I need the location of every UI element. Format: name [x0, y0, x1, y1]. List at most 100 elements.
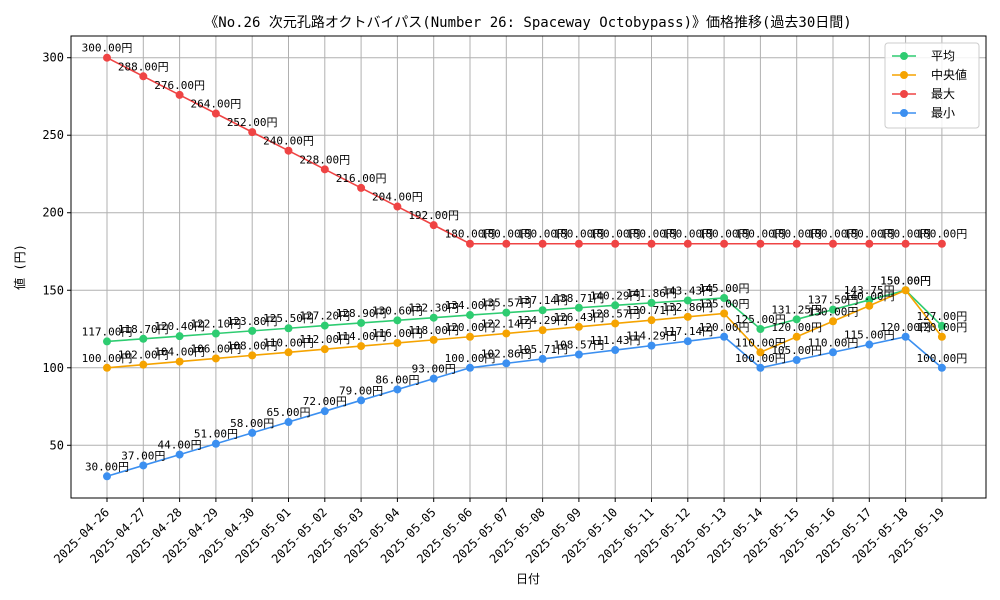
data-point — [429, 221, 438, 230]
data-label: 120.00円 — [771, 321, 822, 334]
data-point — [139, 72, 148, 81]
data-point — [792, 315, 801, 324]
data-label: 132.86円 — [662, 301, 713, 314]
data-point — [937, 321, 946, 330]
data-point — [211, 354, 220, 363]
data-point — [103, 337, 111, 346]
data-label: 110.00円 — [263, 336, 314, 349]
data-point — [611, 319, 620, 328]
data-point — [574, 350, 583, 359]
data-label: 112.00円 — [299, 333, 350, 346]
data-label: 123.80円 — [227, 315, 278, 328]
data-label: 37.00円 — [121, 449, 165, 462]
data-label: 108.57円 — [554, 338, 605, 351]
series-lines — [103, 53, 946, 481]
data-label: 65.00円 — [266, 406, 310, 419]
data-label: 120.00円 — [445, 321, 496, 334]
data-label: 93.00円 — [412, 363, 456, 376]
data-label: 125.50円 — [263, 312, 314, 325]
data-point — [103, 53, 111, 62]
data-label: 132.30円 — [408, 302, 459, 315]
data-label: 180.00円 — [662, 228, 713, 241]
legend-label: 平均 — [931, 49, 955, 63]
data-point — [865, 239, 874, 248]
data-point — [865, 301, 874, 310]
data-point — [429, 335, 438, 344]
data-point — [139, 334, 148, 343]
data-point — [720, 294, 729, 303]
data-point — [502, 329, 511, 338]
data-label: 240.00円 — [263, 135, 314, 148]
data-point — [103, 363, 111, 372]
data-label: 216.00円 — [336, 172, 387, 185]
data-point — [756, 363, 765, 372]
data-label: 180.00円 — [517, 228, 568, 241]
data-label: 51.00円 — [194, 428, 238, 441]
data-label: 137.50円 — [808, 294, 859, 307]
data-label: 192.00円 — [408, 209, 459, 222]
data-label: 58.00円 — [230, 417, 274, 430]
data-point — [901, 239, 910, 248]
data-label: 120.40円 — [154, 320, 205, 333]
data-label: 180.00円 — [554, 228, 605, 241]
data-label: 100.00円 — [735, 352, 786, 365]
data-point — [429, 374, 438, 383]
data-point — [538, 306, 547, 315]
data-label: 122.10円 — [191, 318, 242, 331]
data-point — [756, 348, 765, 357]
data-label: 180.00円 — [880, 228, 931, 241]
data-point — [538, 239, 547, 248]
data-label: 100.00円 — [917, 352, 968, 365]
data-label: 145.00円 — [699, 282, 750, 295]
data-point — [175, 450, 184, 459]
data-label: 180.00円 — [590, 228, 641, 241]
data-point — [175, 357, 184, 366]
data-label: 128.57円 — [590, 307, 641, 320]
y-tick-label: 250 — [42, 128, 64, 142]
data-label: 276.00円 — [154, 79, 205, 92]
data-label: 79.00円 — [339, 384, 383, 397]
data-label: 104.00円 — [154, 346, 205, 359]
data-label: 44.00円 — [158, 439, 202, 452]
data-point — [538, 354, 547, 363]
data-point — [466, 332, 474, 341]
data-point — [756, 239, 765, 248]
data-label: 30.00円 — [85, 460, 129, 473]
data-point — [466, 311, 474, 320]
legend-marker — [900, 90, 908, 98]
data-point — [502, 308, 511, 317]
data-point — [393, 338, 402, 347]
data-point — [103, 472, 111, 481]
data-point — [248, 326, 257, 335]
chart-title: 《No.26 次元孔路オクトバイパス(Number 26: Spaceway O… — [204, 15, 851, 31]
data-label: 180.00円 — [735, 228, 786, 241]
data-point — [284, 348, 293, 357]
data-point — [792, 239, 801, 248]
data-label: 118.00円 — [408, 324, 459, 337]
data-point — [683, 312, 692, 321]
series-line-中央値 — [106, 289, 943, 369]
data-point — [647, 298, 656, 307]
data-point — [393, 385, 402, 394]
data-point — [357, 396, 366, 405]
data-point — [429, 313, 438, 322]
data-label: 120.00円 — [699, 321, 750, 334]
data-label: 131.25円 — [771, 303, 822, 316]
data-point — [829, 348, 837, 357]
data-label: 180.00円 — [626, 228, 677, 241]
data-label: 72.00円 — [303, 395, 347, 408]
data-point — [611, 239, 620, 248]
data-label: 134.00円 — [445, 299, 496, 312]
data-label: 180.00円 — [917, 228, 968, 241]
data-point — [683, 239, 692, 248]
data-point — [466, 363, 474, 372]
data-point — [865, 295, 874, 304]
data-point — [647, 341, 656, 350]
legend-label: 最小 — [931, 106, 955, 120]
data-label: 106.00円 — [191, 342, 242, 355]
data-point — [937, 363, 946, 372]
data-label: 143.75円 — [844, 284, 895, 297]
legend-marker — [900, 109, 908, 117]
data-label: 228.00円 — [299, 153, 350, 166]
